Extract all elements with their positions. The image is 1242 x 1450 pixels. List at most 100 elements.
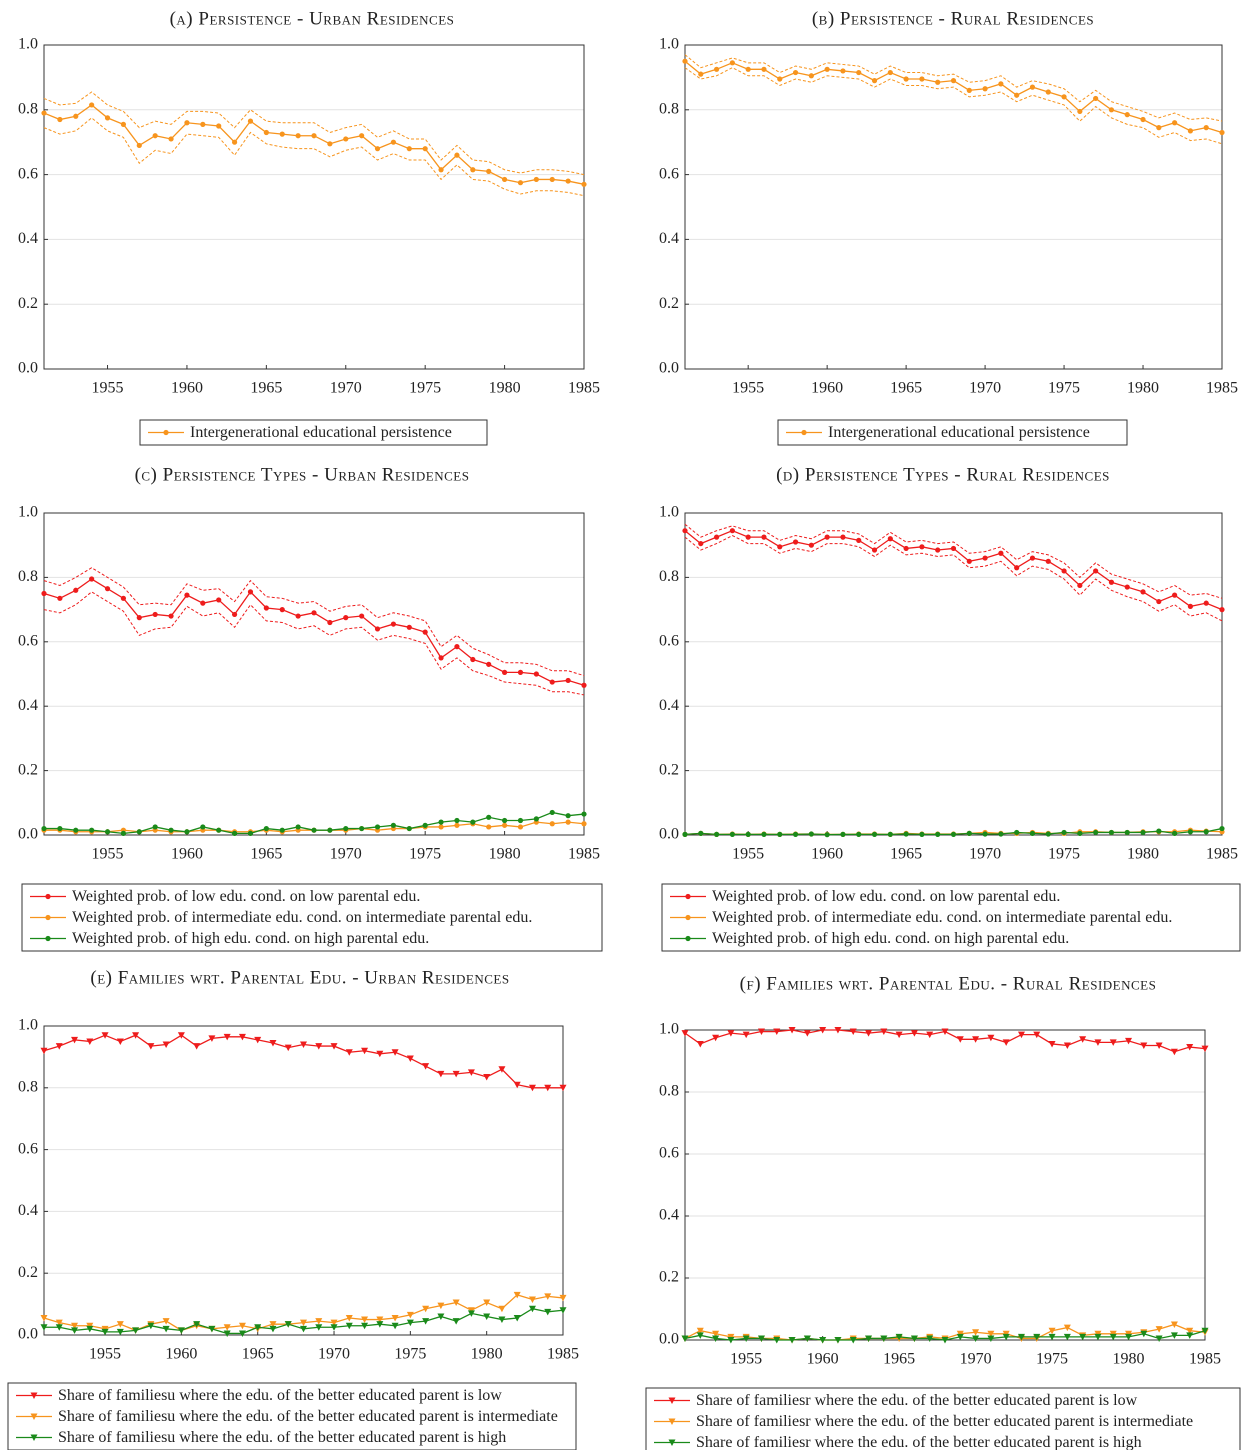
marker [73,827,79,833]
y-tick-label: 0.2 [18,1264,38,1281]
marker [1063,1042,1071,1049]
marker [374,824,381,830]
chart-title: (b) Persistence - Rural Residences [812,8,1094,29]
marker [696,1040,704,1048]
marker [834,1337,842,1344]
marker [498,1316,506,1324]
legend-box [7,1382,577,1450]
x-tick-label: 1955 [730,1351,762,1368]
marker [216,123,222,129]
marker [501,176,508,183]
marker [698,540,704,547]
x-tick-label: 1975 [394,1346,426,1363]
marker [1077,830,1083,836]
marker [452,1299,460,1307]
marker [1156,828,1162,834]
marker [184,592,190,598]
y-tick-label: 0.2 [659,295,679,312]
marker [559,1294,567,1302]
marker [361,1047,369,1055]
y-tick-label: 0.8 [18,1078,38,1095]
marker [30,1434,38,1441]
marker [972,1335,980,1342]
marker [311,133,317,139]
marker [698,830,704,836]
marker [1077,582,1083,589]
marker [581,181,587,187]
marker [1187,829,1194,835]
x-tick-label: 1985 [547,1346,579,1363]
chart-title: (f) Families wrt. Parental Edu. - Rural … [740,973,1157,994]
marker [136,142,142,149]
marker [1108,107,1115,113]
plot-frame [43,512,585,836]
marker [486,168,492,174]
band-lower [684,67,1223,145]
marker [104,586,111,592]
marker [315,1318,323,1325]
marker [247,589,254,595]
x-tick-label: 1955 [732,380,764,397]
marker [544,1084,552,1092]
y-tick-label: 1.0 [659,36,679,53]
x-tick-label: 1965 [250,380,282,397]
marker [1187,603,1194,609]
marker [327,141,333,147]
marker [803,1335,811,1342]
marker [745,66,751,72]
marker [40,1315,48,1322]
marker [1109,1333,1117,1341]
marker [1170,1321,1178,1328]
marker [1203,125,1209,131]
marker [454,817,460,824]
y-tick-label: 0.6 [659,165,679,182]
marker [581,821,587,827]
marker [359,613,365,619]
panel: (a) Persistence - Urban Residences 0.0 0.2… [18,8,600,446]
marker [300,1325,307,1333]
marker [422,146,428,152]
marker [1219,607,1225,613]
legend-text: Weighted prob. of low edu. cond. on low … [712,888,1060,905]
series-line [684,60,1223,134]
marker [1045,831,1051,837]
marker [438,655,444,661]
marker [987,1335,995,1342]
marker [941,1337,949,1344]
marker [40,1324,48,1331]
marker [254,1036,262,1044]
marker [935,79,941,85]
y-tick-label: 1.0 [659,504,679,521]
marker [1186,1044,1194,1051]
marker [200,600,206,606]
marker [152,611,158,618]
marker [565,819,571,825]
marker [565,813,571,819]
marker [422,629,428,635]
marker [1124,584,1130,590]
marker [1014,829,1020,836]
marker [727,1337,735,1344]
legend-text: Weighted prob. of low edu. cond. on low … [72,888,420,905]
marker [792,831,799,837]
y-tick-label: 0.4 [18,697,38,714]
marker [895,1031,903,1039]
marker [880,1028,888,1036]
legend-text: Weighted prob. of high edu. cond. on hig… [712,930,1069,947]
marker [208,1325,216,1333]
marker [168,613,174,619]
marker [713,831,720,837]
marker [513,1315,521,1322]
x-tick-label: 1975 [409,380,441,397]
marker [238,1322,246,1330]
x-tick-label: 1970 [330,846,362,863]
marker [269,1325,277,1333]
marker [295,613,301,619]
marker [231,830,238,836]
marker [391,1049,399,1056]
x-tick-label: 1970 [330,380,362,397]
marker [972,1036,980,1043]
chart-title: (c) Persistence Types - Urban Residences [135,464,470,485]
marker [486,824,492,830]
marker [1172,592,1178,598]
